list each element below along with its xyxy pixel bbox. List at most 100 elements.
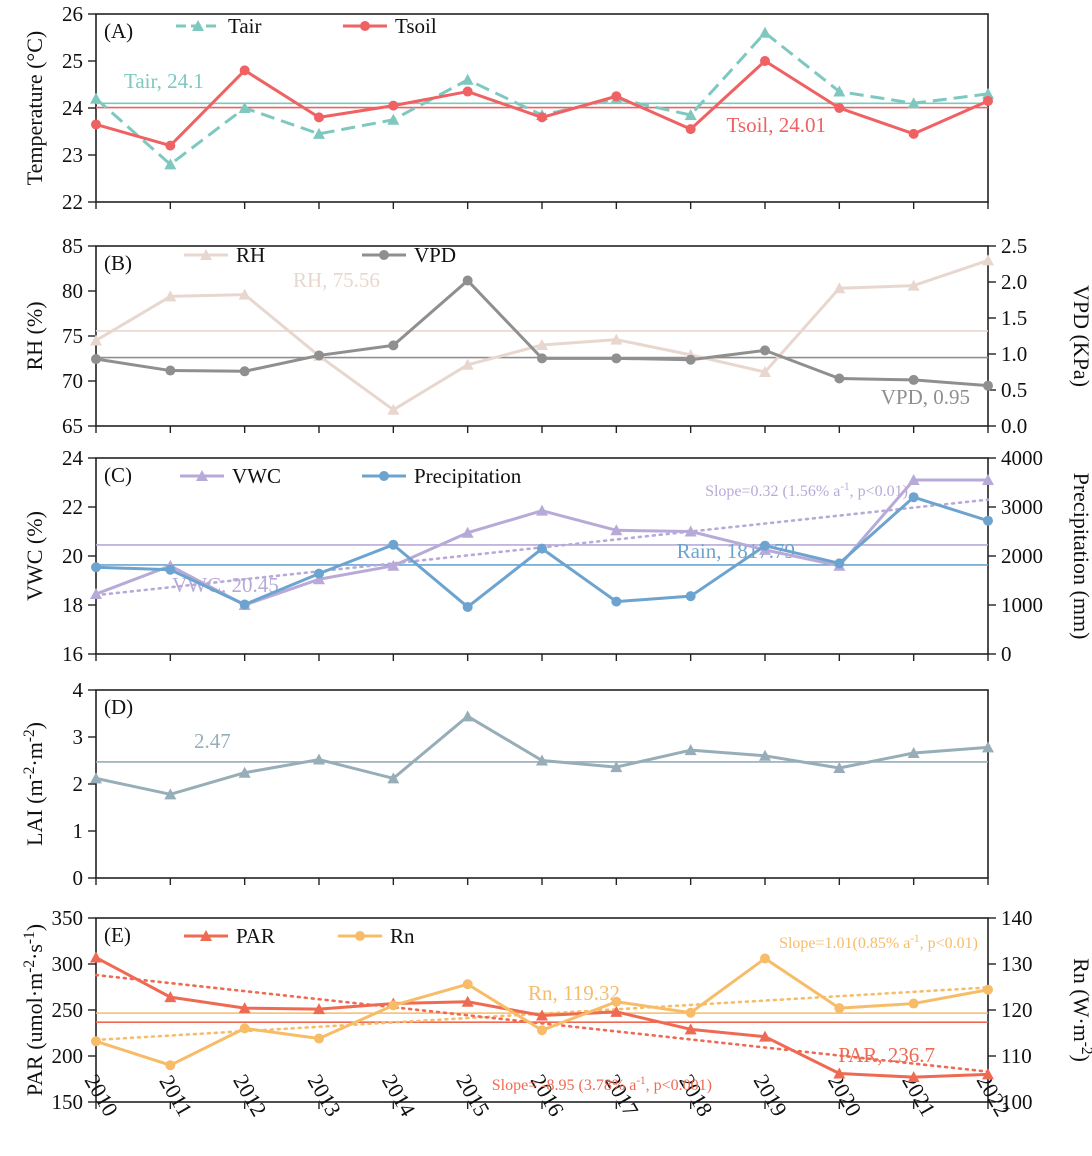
panel-d: 0 1 2 3 4 LAI (m-2·m-2) (D) 2.47: [21, 678, 994, 890]
triangle-marker: [982, 474, 994, 486]
x-tick-label: 2014: [377, 1070, 421, 1121]
y-tick-label: 85: [62, 234, 83, 258]
y-tick-label: 25: [62, 49, 83, 73]
triangle-marker: [461, 73, 474, 85]
triangle-marker: [536, 504, 548, 516]
circle-marker: [834, 558, 845, 569]
triangle-marker: [164, 991, 177, 1003]
circle-marker: [834, 373, 845, 384]
y-tick-label: 24: [62, 446, 84, 470]
circle-marker: [91, 119, 101, 130]
y2-tick-label: 1.5: [1001, 306, 1027, 330]
y2-tick-label: 4000: [1001, 446, 1043, 470]
circle-marker: [388, 539, 399, 550]
panel-label: (B): [104, 251, 132, 275]
mean-annotation: 2.47: [194, 729, 231, 753]
triangle-marker: [759, 1030, 771, 1042]
triangle-marker: [461, 358, 474, 370]
y-tick-label: 2: [73, 772, 84, 796]
y-tick-label: 24: [62, 96, 84, 120]
y-tick-label: 3: [73, 725, 84, 749]
y-tick-label: 26: [62, 2, 83, 26]
x-tick-label: 2010: [80, 1070, 124, 1121]
x-tick-label: 2013: [303, 1070, 347, 1121]
triangle-marker: [461, 995, 474, 1007]
triangle-marker: [192, 20, 204, 31]
circle-marker: [239, 1023, 250, 1034]
y-tick-label: 75: [62, 324, 83, 348]
triangle-marker: [536, 339, 548, 350]
y-tick-label: 0: [73, 866, 84, 890]
circle-marker: [379, 471, 389, 481]
x-tick-label: 2020: [823, 1070, 867, 1121]
triangle-marker: [610, 524, 623, 536]
circle-marker: [91, 1036, 101, 1047]
mean-annotation: PAR, 236.7: [838, 1043, 935, 1067]
circle-marker: [379, 250, 389, 260]
circle-marker: [685, 1007, 696, 1018]
circle-marker: [908, 492, 919, 503]
series-line-rh: [95, 258, 989, 412]
circle-marker: [983, 95, 993, 106]
triangle-marker: [684, 1023, 697, 1035]
panel-label: (A): [104, 19, 133, 43]
plot-frame: [95, 245, 989, 427]
y2-tick-label: 2.5: [1001, 234, 1027, 258]
triangle-marker: [461, 710, 474, 722]
triangle-marker: [164, 158, 177, 170]
y2-tick-label: 1.0: [1001, 342, 1027, 366]
triangle-marker: [907, 1071, 920, 1083]
triangle-marker: [387, 772, 400, 784]
y-tick-label: 70: [62, 369, 83, 393]
triangle-marker: [833, 85, 846, 97]
circle-marker: [611, 91, 622, 102]
triangle-marker: [536, 1009, 548, 1021]
circle-marker: [314, 112, 324, 123]
triangle-marker: [982, 1068, 994, 1080]
circle-marker: [983, 984, 993, 995]
y2-tick-label: 2.0: [1001, 270, 1027, 294]
triangle-marker: [982, 741, 994, 753]
y-tick-label: 22: [62, 190, 83, 214]
circle-marker: [611, 596, 622, 607]
triangle-marker: [196, 470, 208, 481]
circle-marker: [355, 931, 365, 941]
panel-label: (C): [104, 463, 132, 487]
y-tick-label: 250: [52, 998, 84, 1022]
circle-marker: [537, 543, 547, 554]
y-tick-label: 300: [52, 952, 84, 976]
triangle-marker: [387, 113, 400, 125]
circle-marker: [983, 380, 993, 391]
circle-marker: [91, 562, 101, 573]
y2-axis-label: VPD (KPa): [1069, 285, 1092, 387]
triangle-marker: [982, 254, 994, 266]
triangle-marker: [684, 525, 697, 537]
triangle-marker: [238, 1002, 251, 1014]
mean-annotation: VPD, 0.95: [881, 385, 970, 409]
trend-annotation: Slope=0.32 (1.56% a-1, p<0.01): [705, 481, 908, 500]
triangle-marker: [684, 109, 697, 121]
y-axis-label: PAR (umol·m-2·s-1): [21, 924, 48, 1096]
circle-marker: [360, 21, 370, 31]
panel-label: (D): [104, 695, 133, 719]
y2-tick-label: 3000: [1001, 495, 1043, 519]
triangle-marker: [164, 290, 177, 302]
mean-annotation: Rn, 119.32: [528, 981, 620, 1005]
triangle-marker: [907, 279, 920, 291]
circle-marker: [388, 340, 399, 351]
triangle-marker: [313, 127, 325, 139]
circle-marker: [91, 354, 101, 365]
y-tick-label: 16: [62, 642, 83, 666]
y2-tick-label: 0.0: [1001, 414, 1027, 438]
circle-marker: [314, 350, 324, 361]
x-tick-label: 2011: [154, 1071, 197, 1121]
legend-label: Precipitation: [414, 464, 522, 488]
triangle-marker: [90, 92, 102, 104]
y2-tick-label: 130: [1001, 952, 1033, 976]
triangle-marker: [759, 749, 771, 761]
y-tick-label: 150: [52, 1090, 84, 1114]
circle-marker: [239, 366, 250, 377]
circle-marker: [611, 353, 622, 364]
y-tick-label: 22: [62, 495, 83, 519]
